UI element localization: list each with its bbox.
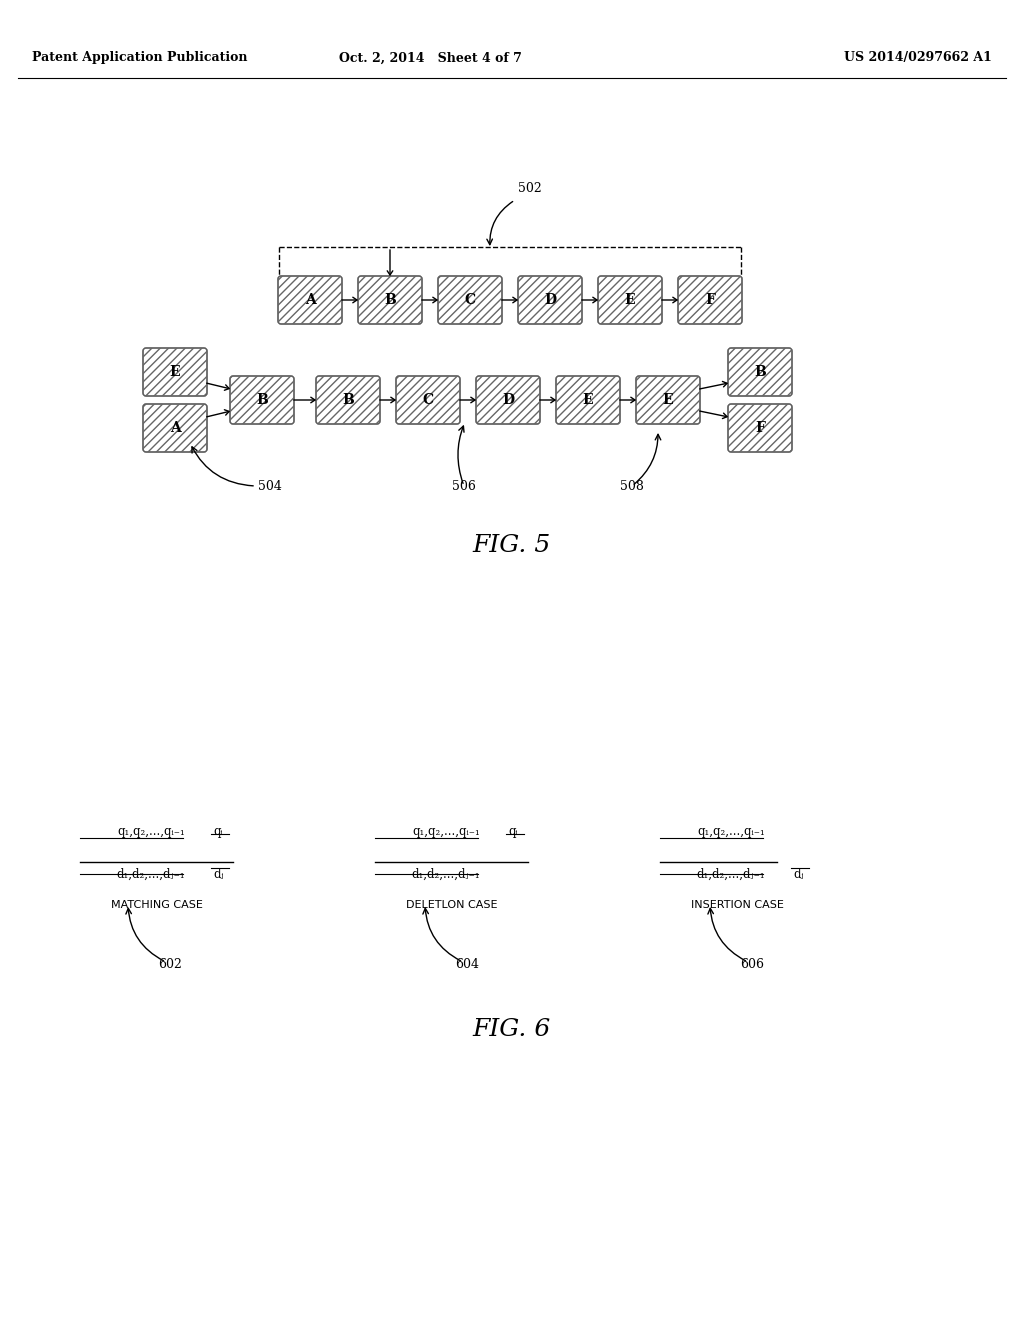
Text: A: A: [304, 293, 315, 308]
Text: D: D: [502, 393, 514, 407]
FancyBboxPatch shape: [636, 376, 700, 424]
Text: FIG. 6: FIG. 6: [473, 1019, 551, 1041]
FancyBboxPatch shape: [143, 348, 207, 396]
Text: A: A: [170, 421, 180, 436]
FancyBboxPatch shape: [143, 404, 207, 451]
Text: B: B: [384, 293, 396, 308]
FancyBboxPatch shape: [278, 276, 342, 323]
Text: q₁,q₂,...,qᵢ₋₁: q₁,q₂,...,qᵢ₋₁: [118, 825, 185, 838]
Text: B: B: [754, 366, 766, 379]
Text: B: B: [342, 393, 354, 407]
Text: 506: 506: [452, 480, 476, 492]
FancyBboxPatch shape: [556, 376, 620, 424]
FancyBboxPatch shape: [476, 376, 540, 424]
Text: FIG. 5: FIG. 5: [473, 533, 551, 557]
Text: E: E: [625, 293, 635, 308]
FancyBboxPatch shape: [678, 276, 742, 323]
Text: qᵢ: qᵢ: [508, 825, 518, 838]
Text: dⱼ: dⱼ: [793, 869, 804, 880]
FancyBboxPatch shape: [598, 276, 662, 323]
Text: INSERTION CASE: INSERTION CASE: [690, 900, 783, 909]
FancyBboxPatch shape: [728, 404, 792, 451]
Text: 602: 602: [158, 958, 182, 972]
Text: E: E: [170, 366, 180, 379]
Text: US 2014/0297662 A1: US 2014/0297662 A1: [844, 51, 992, 65]
Text: 508: 508: [620, 480, 644, 492]
Text: q₁,q₂,...,qᵢ₋₁: q₁,q₂,...,qᵢ₋₁: [697, 825, 765, 838]
Text: F: F: [706, 293, 715, 308]
Text: d₁,d₂,...,dⱼ₋₁: d₁,d₂,...,dⱼ₋₁: [117, 869, 185, 880]
Text: C: C: [423, 393, 433, 407]
Text: q₁,q₂,...,qᵢ₋₁: q₁,q₂,...,qᵢ₋₁: [413, 825, 480, 838]
Text: D: D: [544, 293, 556, 308]
Text: MATCHING CASE: MATCHING CASE: [111, 900, 203, 909]
Text: E: E: [663, 393, 674, 407]
FancyBboxPatch shape: [230, 376, 294, 424]
Text: F: F: [755, 421, 765, 436]
Text: 604: 604: [455, 958, 479, 972]
FancyBboxPatch shape: [438, 276, 502, 323]
Text: qᵢ: qᵢ: [213, 825, 223, 838]
Text: 502: 502: [518, 182, 542, 195]
Text: dⱼ: dⱼ: [213, 869, 223, 880]
FancyBboxPatch shape: [518, 276, 582, 323]
Text: Patent Application Publication: Patent Application Publication: [32, 51, 248, 65]
FancyBboxPatch shape: [728, 348, 792, 396]
Text: 606: 606: [740, 958, 764, 972]
Text: DELETLON CASE: DELETLON CASE: [407, 900, 498, 909]
Text: d₁,d₂,...,dⱼ₋₁: d₁,d₂,...,dⱼ₋₁: [412, 869, 480, 880]
Text: 504: 504: [258, 480, 282, 492]
Text: E: E: [583, 393, 593, 407]
Text: Oct. 2, 2014   Sheet 4 of 7: Oct. 2, 2014 Sheet 4 of 7: [339, 51, 521, 65]
FancyBboxPatch shape: [358, 276, 422, 323]
Text: d₁,d₂,...,dⱼ₋₁: d₁,d₂,...,dⱼ₋₁: [696, 869, 765, 880]
Text: C: C: [465, 293, 475, 308]
Text: B: B: [256, 393, 268, 407]
FancyBboxPatch shape: [316, 376, 380, 424]
FancyBboxPatch shape: [396, 376, 460, 424]
